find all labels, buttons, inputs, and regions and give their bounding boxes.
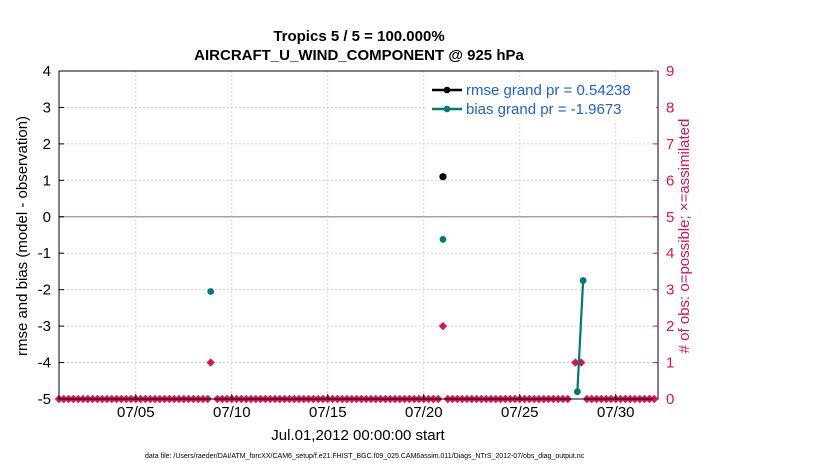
legend-bias-label: bias grand pr = -1.9673 <box>466 101 622 118</box>
data-file-footer: data file: /Users/raeder/DAI/ATM_forcXX/… <box>145 453 585 460</box>
y-right-tick-label: 5 <box>666 209 674 226</box>
y-right-tick-label: 3 <box>666 282 674 299</box>
y-right-axis-label: # of obs: o=possible; ×=assimilated <box>676 119 693 354</box>
y-left-tick-label: -2 <box>38 282 51 299</box>
rmse-series-layer <box>439 173 447 181</box>
x-tick-label: 07/20 <box>405 404 443 421</box>
plot-frame <box>58 70 659 400</box>
bias-point <box>579 277 587 284</box>
bias-point <box>439 235 447 243</box>
x-axis-label: Jul.01,2012 00:00:00 start <box>271 427 445 444</box>
bias-line-segment <box>576 280 585 392</box>
rmse-point <box>439 173 447 181</box>
y-left-tick-label: -3 <box>38 318 51 335</box>
x-axis-ticks: 07/05 07/10 07/15 07/20 07/25 07/30 <box>117 394 635 421</box>
y-right-tick-label: 2 <box>666 318 674 335</box>
y-right-tick-label: 9 <box>666 63 674 80</box>
grid-layer <box>59 71 658 399</box>
x-tick-label: 07/05 <box>117 404 155 421</box>
y-left-tick-label: 4 <box>43 63 51 80</box>
y-left-tick-label: 3 <box>43 99 51 116</box>
y-left-tick-label: 1 <box>43 172 51 189</box>
y-left-tick-label: -4 <box>38 355 51 372</box>
legend-rmse-label: rmse grand pr = 0.54238 <box>466 82 631 99</box>
x-tick-label: 07/15 <box>309 404 347 421</box>
y-right-tick-label: 0 <box>666 391 674 408</box>
legend: rmse grand pr = 0.54238 bias grand pr = … <box>426 80 656 122</box>
y-left-tick-label: 2 <box>43 136 51 153</box>
y-right-tick-label: 6 <box>666 172 674 189</box>
legend-bias-marker <box>443 105 451 113</box>
y-right-tick-label: 4 <box>666 245 674 262</box>
y-left-axis-ticks: 4 3 2 1 0 -1 -2 -3 -4 -5 <box>38 63 64 408</box>
x-tick-label: 07/30 <box>597 404 635 421</box>
y-right-axis-ticks: 9 8 7 6 5 4 3 2 1 0 <box>653 63 674 408</box>
bias-point <box>573 388 581 396</box>
bias-point <box>207 288 215 295</box>
obs-point <box>438 321 448 331</box>
y-right-tick-label: 7 <box>666 136 674 153</box>
obs-point <box>206 358 215 367</box>
y-left-tick-label: 0 <box>43 209 51 226</box>
legend-box <box>426 80 656 122</box>
legend-rmse-marker <box>443 86 451 94</box>
y-left-tick-label: -1 <box>38 245 51 262</box>
chart-title: Tropics 5 / 5 = 100.000% <box>273 28 444 45</box>
y-right-tick-label: 8 <box>666 99 674 116</box>
y-right-tick-label: 1 <box>666 355 674 372</box>
y-left-axis-label: rmse and bias (model - observation) <box>14 116 31 356</box>
x-tick-label: 07/25 <box>501 404 539 421</box>
chart-subtitle: AIRCRAFT_U_WIND_COMPONENT @ 925 hPa <box>194 47 524 64</box>
bias-series-layer <box>207 235 587 396</box>
x-tick-label: 07/10 <box>213 404 251 421</box>
y-left-tick-label: -5 <box>38 391 51 408</box>
